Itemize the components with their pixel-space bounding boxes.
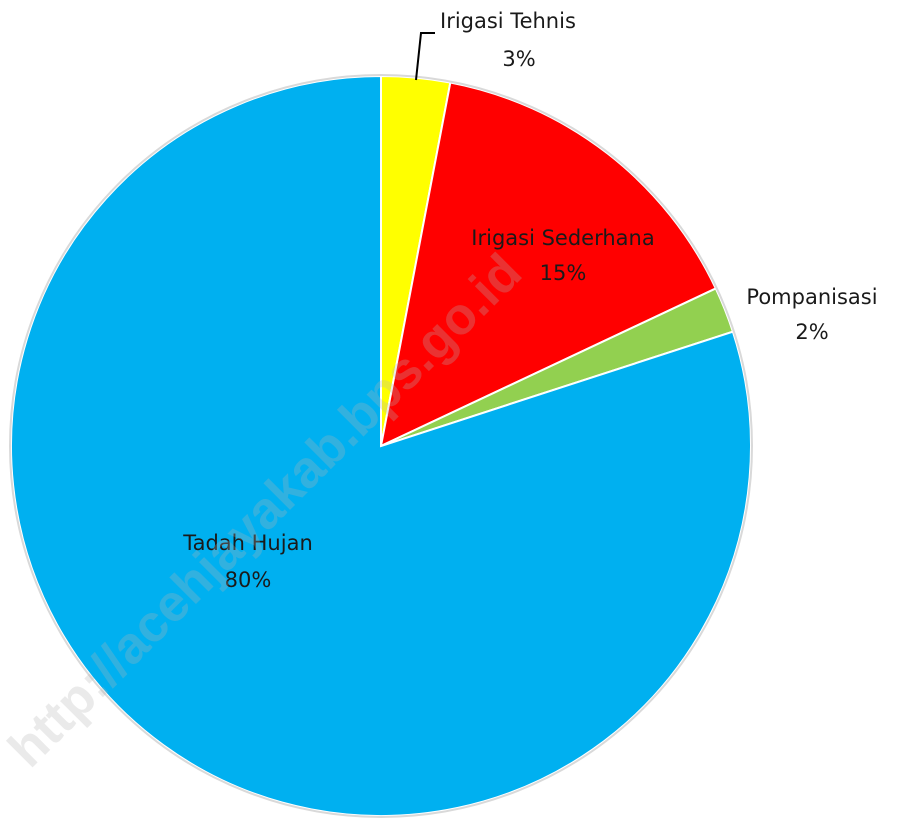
pie-slice-irigasi-sederhana — [379, 81, 718, 448]
slice-label-irigasi-tehnis: Irigasi Tehnis — [440, 9, 576, 33]
leader-line-irigasi-tehnis — [415, 32, 435, 81]
slice-value-tadah-hujan: 80% — [225, 568, 272, 592]
slice-value-irigasi-tehnis: 3% — [502, 47, 535, 71]
slice-label-pompanisasi: Pompanisasi — [746, 285, 877, 309]
slice-label-irigasi-sederhana: Irigasi Sederhana — [471, 226, 654, 250]
slice-label-tadah-hujan: Tadah Hujan — [182, 531, 313, 555]
slice-value-pompanisasi: 2% — [795, 320, 828, 344]
pie-slice-tadah-hujan — [10, 74, 752, 817]
pie-outline — [9, 74, 753, 818]
pie-slices — [9, 74, 753, 818]
slice-value-irigasi-sederhana: 15% — [540, 261, 587, 285]
